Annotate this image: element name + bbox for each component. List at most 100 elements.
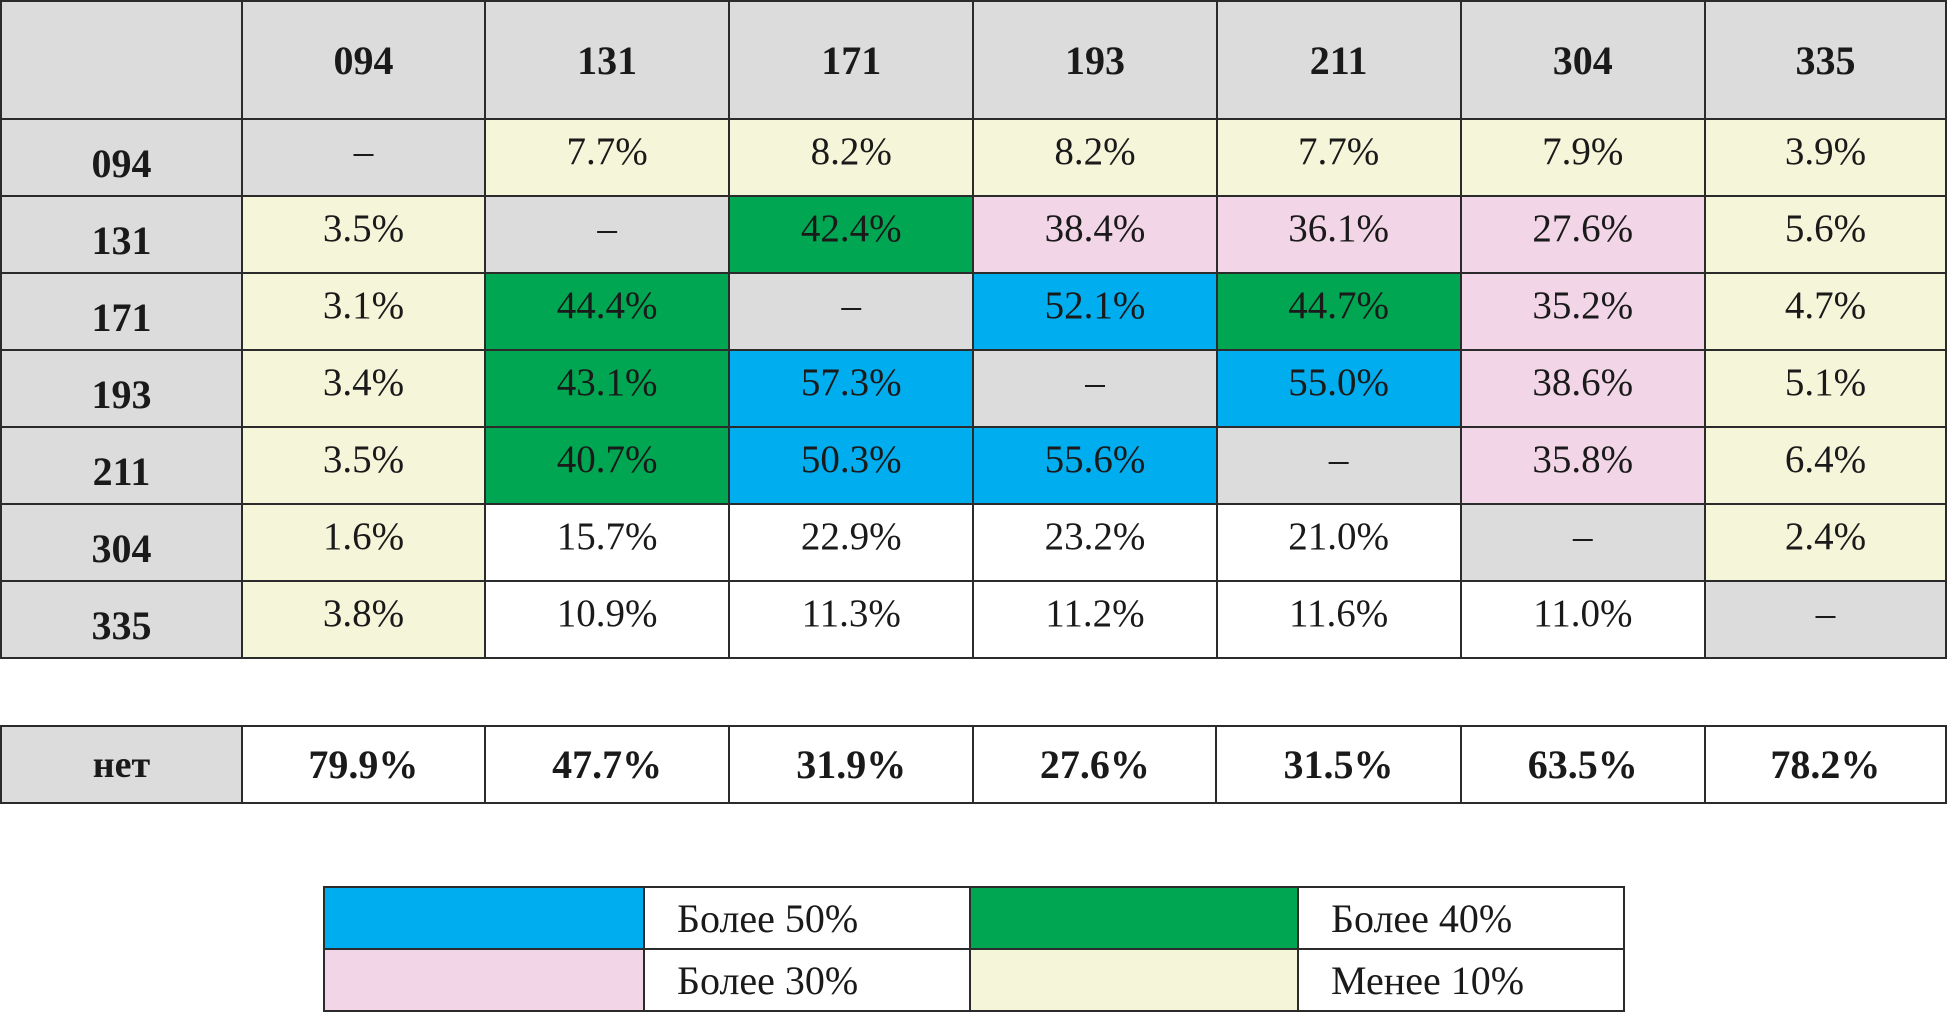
- value-text: 22.9%: [800, 515, 902, 558]
- value-cell: 55.0%: [1215, 349, 1462, 428]
- value-cell: 52.1%: [972, 272, 1218, 351]
- value-cell: 3.1%: [240, 272, 487, 351]
- legend-swatch-under10: [969, 948, 1299, 1012]
- value-text: 35.2%: [1532, 284, 1634, 327]
- value-cell: 15.7%: [484, 503, 731, 582]
- value-cell: –: [972, 349, 1218, 428]
- column-header-211: 211: [1215, 0, 1462, 120]
- value-cell: 2.4%: [1703, 503, 1947, 582]
- value-cell: 1.6%: [240, 503, 487, 582]
- value-text: 7.9%: [1542, 130, 1624, 173]
- value-cell: 11.2%: [972, 580, 1218, 659]
- value-cell: 7.9%: [1459, 118, 1706, 197]
- value-text: 5.6%: [1784, 207, 1867, 250]
- value-cell: 40.7%: [484, 426, 731, 505]
- value-text: 38.6%: [1532, 361, 1634, 404]
- value-cell: 23.2%: [972, 503, 1218, 582]
- value-cell: 7.7%: [484, 118, 731, 197]
- value-text: –: [841, 284, 862, 327]
- none-row: нет 79.9% 47.7% 31.9% 27.6% 31.5% 63.5% 78.2%: [0, 725, 1947, 804]
- table-row: 193 3.4% 43.1% 57.3% – 55.0% 38.6% 5.1%: [0, 349, 1947, 428]
- value-cell: 10.9%: [484, 580, 731, 659]
- value-cell: –: [1215, 426, 1462, 505]
- value-cell: –: [1703, 580, 1947, 659]
- value-text: 44.7%: [1288, 284, 1389, 327]
- value-text: –: [353, 130, 374, 173]
- value-text: 8.2%: [810, 130, 892, 173]
- none-summary-row: нет 79.9% 47.7% 31.9% 27.6% 31.5% 63.5% 78.2%: [0, 725, 1947, 804]
- value-cell: 38.4%: [972, 195, 1218, 274]
- value-cell: 43.1%: [484, 349, 731, 428]
- value-cell: 44.7%: [1215, 272, 1462, 351]
- value-text: 10.9%: [556, 592, 658, 635]
- value-text: 3.5%: [322, 438, 405, 481]
- row-header-304: 304: [0, 503, 243, 582]
- value-cell: 8.2%: [972, 118, 1218, 197]
- legend-label-under10: Менее 10%: [1297, 948, 1625, 1012]
- row-header-131: 131: [0, 195, 243, 274]
- value-cell: 38.6%: [1459, 349, 1706, 428]
- column-header-094: 094: [240, 0, 487, 120]
- column-header-304: 304: [1459, 0, 1706, 120]
- value-cell: 42.4%: [728, 195, 975, 274]
- value-cell: 3.5%: [240, 195, 487, 274]
- value-cell: 3.8%: [240, 580, 487, 659]
- none-value-cell: 31.5%: [1215, 725, 1462, 804]
- value-cell: 35.2%: [1459, 272, 1706, 351]
- value-cell: 22.9%: [728, 503, 975, 582]
- value-cell: 50.3%: [728, 426, 975, 505]
- value-cell: 3.9%: [1703, 118, 1947, 197]
- value-cell: 21.0%: [1215, 503, 1462, 582]
- value-text: –: [1573, 515, 1593, 558]
- value-text: 50.3%: [800, 438, 902, 481]
- value-text: 6.4%: [1784, 438, 1867, 481]
- value-cell: 5.6%: [1703, 195, 1947, 274]
- row-header-171: 171: [0, 272, 243, 351]
- value-text: 52.1%: [1044, 284, 1146, 327]
- column-header-193: 193: [972, 0, 1218, 120]
- corner-cell: [0, 0, 243, 120]
- value-text: 15.7%: [556, 515, 658, 558]
- table-row: 304 1.6% 15.7% 22.9% 23.2% 21.0% – 2.4%: [0, 503, 1947, 582]
- value-text: 11.6%: [1288, 592, 1389, 635]
- value-text: 23.2%: [1044, 515, 1146, 558]
- value-cell: 57.3%: [728, 349, 975, 428]
- value-text: 55.0%: [1288, 361, 1389, 404]
- table-row: 211 3.5% 40.7% 50.3% 55.6% – 35.8% 6.4%: [0, 426, 1947, 505]
- value-cell: –: [1459, 503, 1706, 582]
- table-row: 131 3.5% – 42.4% 38.4% 36.1% 27.6% 5.6%: [0, 195, 1947, 274]
- value-text: 42.4%: [800, 207, 902, 250]
- value-text: 4.7%: [1784, 284, 1867, 327]
- none-value-cell: 27.6%: [972, 725, 1218, 804]
- value-cell: 6.4%: [1703, 426, 1947, 505]
- legend-row: Более 50% Более 40%: [323, 886, 1625, 950]
- value-cell: 3.4%: [240, 349, 487, 428]
- legend-swatch-over30: [323, 948, 645, 1012]
- table-row: 335 3.8% 10.9% 11.3% 11.2% 11.6% 11.0% –: [0, 580, 1947, 659]
- value-text: 43.1%: [556, 361, 658, 404]
- value-text: 3.4%: [322, 361, 405, 404]
- value-text: 3.8%: [322, 592, 405, 635]
- legend-label-over50: Более 50%: [643, 886, 971, 950]
- value-text: –: [1085, 361, 1105, 404]
- value-text: 5.1%: [1784, 361, 1867, 404]
- value-cell: 11.0%: [1459, 580, 1706, 659]
- value-text: 55.6%: [1044, 438, 1146, 481]
- column-header-335: 335: [1703, 0, 1947, 120]
- none-value-cell: 79.9%: [240, 725, 487, 804]
- value-text: 21.0%: [1288, 515, 1389, 558]
- row-header-193: 193: [0, 349, 243, 428]
- color-legend: Более 50% Более 40% Более 30% Менее 10%: [323, 886, 1625, 1012]
- value-text: 57.3%: [800, 361, 902, 404]
- value-text: 40.7%: [556, 438, 658, 481]
- value-cell: 11.6%: [1215, 580, 1462, 659]
- legend-swatch-over40: [969, 886, 1299, 950]
- value-text: 1.6%: [322, 515, 405, 558]
- table-row: 094 – 7.7% 8.2% 8.2% 7.7% 7.9% 3.9%: [0, 118, 1947, 197]
- column-header-131: 131: [484, 0, 731, 120]
- value-text: 3.5%: [322, 207, 405, 250]
- value-cell: 3.5%: [240, 426, 487, 505]
- value-cell: 8.2%: [728, 118, 975, 197]
- row-header-335: 335: [0, 580, 243, 659]
- value-cell: –: [728, 272, 975, 351]
